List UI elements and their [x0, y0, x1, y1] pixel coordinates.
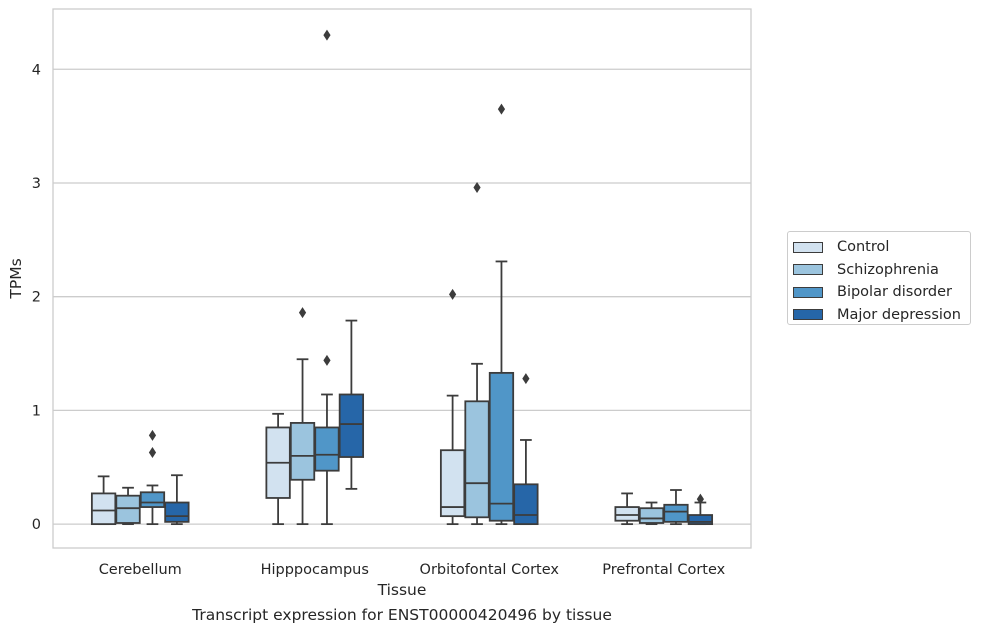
iqr-box — [464, 400, 490, 519]
box-bipolar-disorder — [663, 489, 689, 526]
box-bipolar-disorder — [488, 103, 515, 526]
iqr-box — [338, 393, 365, 458]
legend-label-major-depression: Major depression — [837, 306, 961, 323]
x-tick-labels: Cerebellum Hipppocampus Orbitofontal Corte… — [99, 562, 726, 578]
box-schizophrenia — [115, 486, 141, 526]
outlier-point — [323, 354, 331, 366]
iqr-box — [663, 503, 689, 523]
box-schizophrenia — [464, 182, 490, 526]
outlier-point — [497, 103, 506, 115]
outlier-point — [148, 446, 157, 458]
y-tick-label: 2 — [32, 290, 41, 306]
box-control — [90, 475, 117, 526]
legend-label-schizophrenia: Schizophrenia — [837, 261, 939, 278]
legend-item-bipolar-disorder: Bipolar disorder — [788, 281, 970, 304]
outlier-point — [696, 493, 704, 505]
outlier-point — [449, 288, 457, 300]
legend-swatch-schizophrenia — [793, 264, 823, 276]
x-axis-label: Tissue — [377, 581, 427, 599]
box-bipolar-disorder — [139, 429, 166, 526]
boxes — [90, 29, 714, 526]
box-major-depression — [164, 474, 190, 526]
x-tick-label: Orbitofontal Cortex — [420, 562, 560, 578]
iqr-box — [513, 483, 539, 526]
outlier-point — [148, 429, 157, 441]
iqr-box — [638, 507, 665, 524]
box-bipolar-disorder — [314, 29, 340, 526]
iqr-box — [687, 514, 714, 526]
outlier-point — [298, 307, 307, 319]
iqr-box — [314, 426, 340, 472]
y-tick-label: 1 — [32, 403, 41, 419]
outlier-point — [473, 182, 481, 194]
legend-item-control: Control — [788, 236, 970, 259]
legend: Control Schizophrenia Bipolar disorder M… — [787, 231, 971, 325]
iqr-box — [115, 494, 141, 524]
iqr-box — [614, 506, 640, 522]
iqr-box — [439, 449, 466, 518]
outlier-point — [522, 373, 530, 385]
y-tick-labels: 0 1 2 3 4 — [32, 62, 41, 533]
box-major-depression — [338, 319, 365, 490]
gridlines — [53, 68, 751, 525]
box-control — [614, 492, 640, 526]
box-schizophrenia — [289, 307, 316, 526]
legend-item-major-depression: Major depression — [788, 304, 970, 327]
iqr-box — [139, 491, 166, 508]
box-schizophrenia — [638, 501, 665, 526]
iqr-box — [289, 422, 316, 481]
x-tick-label: Prefrontal Cortex — [602, 562, 725, 578]
legend-swatch-bipolar-disorder — [793, 286, 823, 298]
legend-label-bipolar-disorder: Bipolar disorder — [837, 284, 952, 301]
iqr-box — [90, 492, 117, 526]
y-tick-label: 0 — [32, 517, 41, 533]
outlier-point — [323, 29, 331, 41]
iqr-box — [164, 501, 190, 523]
x-tick-label: Cerebellum — [99, 562, 182, 578]
legend-label-control: Control — [837, 239, 890, 256]
box-major-depression — [513, 373, 539, 526]
box-control — [439, 288, 466, 526]
y-axis-label: TPMs — [7, 258, 25, 299]
box-control — [265, 412, 291, 526]
legend-item-schizophrenia: Schizophrenia — [788, 259, 970, 282]
iqr-box — [488, 371, 515, 522]
plot-frame — [52, 8, 752, 549]
y-tick-label: 4 — [32, 62, 41, 78]
figure-caption: Transcript expression for ENST0000042049… — [192, 606, 612, 624]
box-major-depression — [687, 493, 714, 526]
x-tick-label: Hipppocampus — [261, 562, 369, 578]
legend-swatch-control — [793, 241, 823, 253]
y-tick-label: 3 — [32, 176, 41, 192]
legend-swatch-major-depression — [793, 309, 823, 321]
